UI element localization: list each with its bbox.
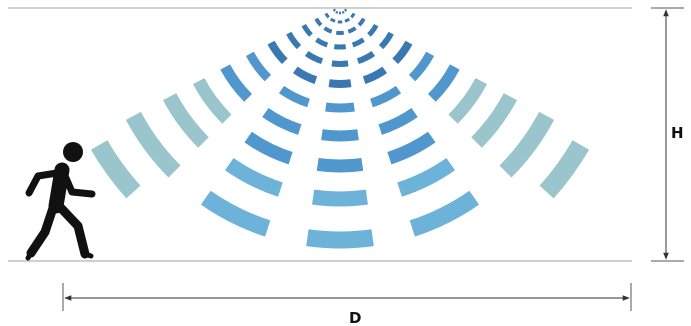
sensor-wave-arc xyxy=(378,31,394,50)
sensor-wave-arc xyxy=(90,140,141,199)
sensor-wave-arc xyxy=(369,85,402,108)
height-dimension: H xyxy=(651,7,684,262)
sensor-wave-arc xyxy=(323,26,333,34)
sensor-wave-arc xyxy=(262,107,302,135)
sensor-wave-arc xyxy=(278,85,311,108)
sensor-wave-arc xyxy=(335,10,339,14)
sensor-wave-arc xyxy=(328,79,352,88)
sensor-wave-arc xyxy=(409,190,480,237)
sensor-wave-arc xyxy=(245,51,272,82)
sensor-wave-arc xyxy=(344,8,348,12)
sensor-wave-arc xyxy=(347,26,357,34)
sensor-wave-arc xyxy=(351,37,365,48)
distance-label: D xyxy=(349,309,361,326)
sensor-wave-arc xyxy=(304,50,324,65)
sensor-wave-arc xyxy=(392,40,413,65)
sensor-wave-arc xyxy=(471,92,518,148)
sensor-wave-arc xyxy=(378,107,418,135)
sensor-wave-arc xyxy=(306,229,374,249)
sensor-wave-arc xyxy=(301,23,313,37)
sensor-wave-arc xyxy=(315,37,329,48)
sensor-wave-arc xyxy=(332,8,336,12)
sensor-wave-arc xyxy=(427,64,460,102)
sensor-wave-arc xyxy=(367,23,379,37)
sensor-wave-arc xyxy=(397,157,456,197)
sensor-wave-arc xyxy=(314,17,323,27)
sensor-wave-arc xyxy=(331,60,349,67)
sensor-wave-arc xyxy=(125,111,181,178)
sensor-wave-arc xyxy=(387,131,436,165)
sensor-wave-arc xyxy=(267,40,288,65)
sensor-wave-arc xyxy=(286,31,302,50)
sensor-wave-arc xyxy=(341,10,345,14)
sensor-wave-arc xyxy=(224,157,283,197)
sensor-wave-arc xyxy=(356,50,376,65)
sensor-wave-arc xyxy=(321,129,359,142)
sensor-wave-arc xyxy=(312,189,368,207)
sensor-wave-arc xyxy=(499,111,555,178)
sensor-wave-arc xyxy=(324,12,330,19)
sensor-wave-arc xyxy=(192,77,232,124)
sensor-wave-arc xyxy=(329,17,336,23)
motion-sensor-waves-icon xyxy=(90,8,590,249)
sensor-wave-arc xyxy=(448,77,488,124)
sensor-wave-arc xyxy=(220,64,253,102)
sensor-wave-arc xyxy=(316,157,364,173)
sensor-wave-arc xyxy=(357,17,366,27)
running-person-icon xyxy=(25,142,96,261)
distance-dimension: D xyxy=(62,283,632,326)
sensor-wave-arc xyxy=(244,131,293,165)
sensor-wave-arc xyxy=(162,92,209,148)
sensor-wave-arc xyxy=(408,51,435,82)
sensor-wave-arc xyxy=(350,12,356,19)
sensor-wave-arc xyxy=(325,102,355,113)
sensor-wave-arc xyxy=(539,140,590,199)
sensor-wave-arc xyxy=(293,66,318,85)
sensor-wave-arc xyxy=(362,66,387,85)
sensor-wave-arc xyxy=(200,190,271,237)
sensor-wave-arc xyxy=(344,17,351,23)
height-label: H xyxy=(671,124,684,142)
